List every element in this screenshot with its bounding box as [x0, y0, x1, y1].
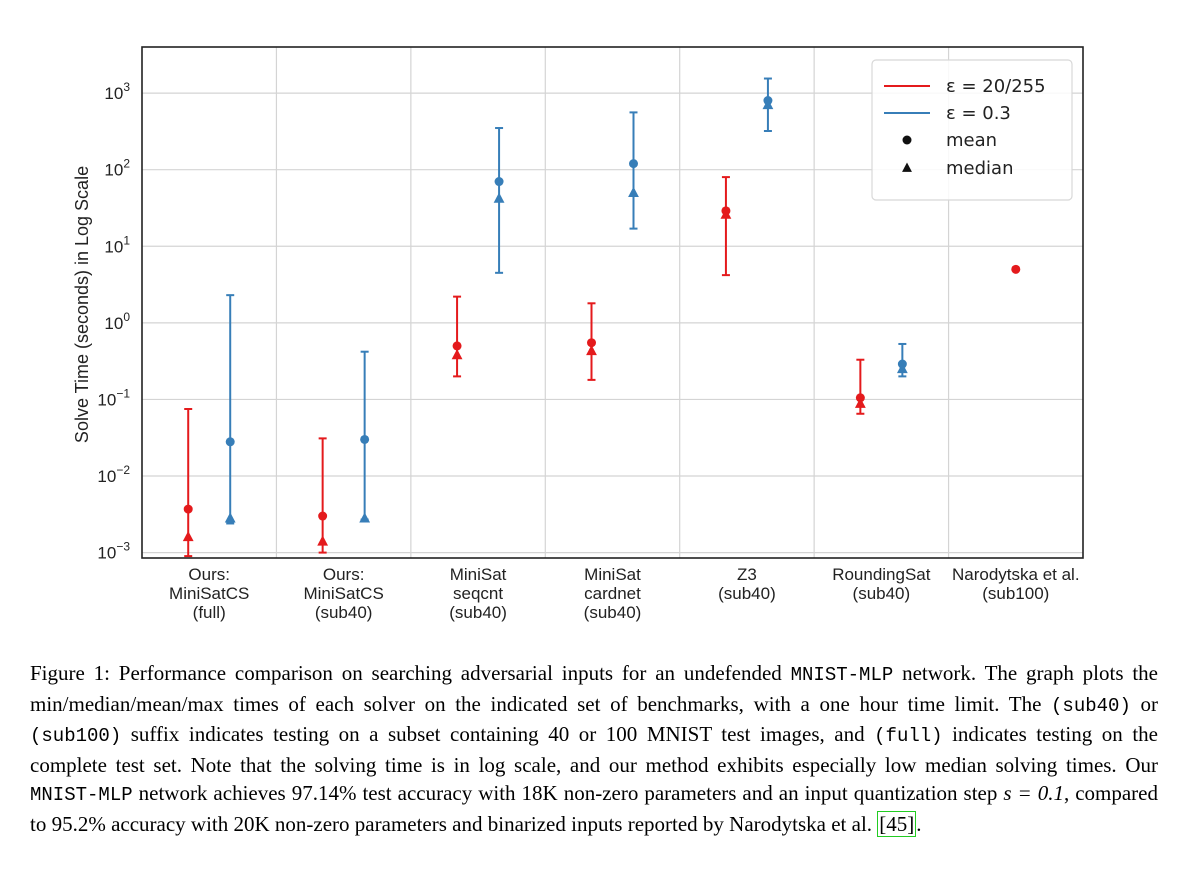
caption-text: or — [1130, 691, 1158, 716]
x-tick-label: (sub100) — [982, 584, 1049, 603]
median-marker — [586, 344, 597, 356]
x-tick-label: (sub40) — [584, 603, 642, 622]
x-tick-label: (sub40) — [315, 603, 373, 622]
median-marker — [317, 535, 329, 546]
mean-marker — [183, 504, 193, 514]
mean-marker — [360, 434, 370, 444]
median-marker — [359, 512, 371, 523]
x-tick-label: seqcnt — [453, 584, 503, 603]
x-tick-label: (sub40) — [853, 584, 911, 603]
x-tick-label: Narodytska et al. — [952, 565, 1080, 584]
grid-lines — [142, 47, 1083, 558]
mean-marker — [452, 341, 462, 351]
x-tick-label: Z3 — [737, 565, 757, 584]
caption-text: . — [916, 811, 922, 836]
median-marker — [628, 186, 639, 197]
mean-marker — [897, 359, 907, 369]
y-tick-label: 101 — [104, 233, 130, 256]
x-tick-label: Ours: — [323, 565, 365, 584]
y-tick-label: 102 — [104, 157, 130, 180]
x-tick-label: cardnet — [584, 584, 641, 603]
legend-mean-marker — [902, 135, 912, 145]
citation-link[interactable]: [45] — [877, 810, 917, 837]
y-tick-labels: 10−3 10−2 10−1 100 101 102 103 — [97, 80, 130, 562]
legend-label: mean — [946, 130, 997, 151]
caption-text: Figure 1: Performance comparison on sear… — [30, 661, 791, 685]
x-tick-label: Ours: — [188, 565, 230, 584]
caption-text: suffix indicates testing on a subset con… — [121, 722, 875, 746]
y-tick-label: 100 — [104, 310, 130, 333]
caption-code: MNIST-MLP — [790, 664, 894, 686]
legend-median-marker — [902, 162, 912, 172]
caption-text: indicates testing on the complete test s… — [30, 722, 1158, 777]
x-tick-label: (sub40) — [718, 584, 776, 603]
mean-marker — [855, 393, 865, 403]
x-tick-label: MiniSat — [584, 565, 641, 584]
mean-marker — [1011, 264, 1021, 274]
x-tick-label: RoundingSat — [832, 565, 931, 584]
mean-marker — [318, 511, 328, 521]
plot-frame — [141, 46, 1084, 559]
mean-marker — [494, 177, 504, 187]
mean-marker — [763, 96, 773, 106]
legend-box — [871, 59, 1073, 201]
caption-text: network achieves 97.14% test accuracy wi… — [132, 781, 1004, 805]
y-tick-label: 10−1 — [97, 386, 130, 409]
x-tick-label: (full) — [193, 603, 226, 622]
x-tick-label: MiniSatCS — [303, 584, 383, 603]
legend-label: ε = 0.3 — [946, 103, 1011, 124]
mean-marker — [629, 159, 638, 169]
caption-text: , compared to 95.2% accuracy with 20K no… — [30, 781, 1158, 836]
x-tick-label: MiniSatCS — [169, 584, 249, 603]
y-tick-label: 10−3 — [97, 540, 130, 563]
median-marker — [224, 512, 236, 523]
caption-code: MNIST-MLP — [30, 784, 133, 806]
caption-math: s = 0.1 — [1003, 781, 1064, 805]
caption-text: network. The graph plots the min/median/… — [30, 661, 1158, 716]
x-tick-label: MiniSat — [450, 565, 507, 584]
y-tick-label: 10−2 — [97, 463, 130, 486]
x-tick-labels: Ours:MiniSatCS(full)Ours:MiniSatCS(sub40… — [169, 565, 1080, 622]
median-marker — [493, 192, 505, 203]
caption-code: (sub40) — [1051, 694, 1131, 717]
legend-label: ε = 20/255 — [946, 76, 1046, 97]
x-tick-label: (sub40) — [449, 603, 507, 622]
caption-code: (sub100) — [30, 725, 122, 747]
legend: ε = 20/255 ε = 0.3 mean median — [871, 59, 1073, 201]
mean-marker — [721, 206, 731, 216]
median-marker — [451, 349, 463, 360]
caption-code: (full) — [874, 725, 943, 747]
mean-marker — [587, 338, 596, 348]
median-marker — [854, 397, 866, 408]
y-tick-label: 103 — [104, 80, 130, 103]
data-marks — [182, 77, 1021, 558]
mean-marker — [225, 437, 235, 447]
legend-label: median — [946, 158, 1013, 179]
median-marker — [182, 530, 194, 542]
y-axis-label: Solve Time (seconds) in Log Scale — [72, 166, 92, 443]
figure-caption: Figure 1: Performance comparison on sear… — [30, 659, 1158, 838]
